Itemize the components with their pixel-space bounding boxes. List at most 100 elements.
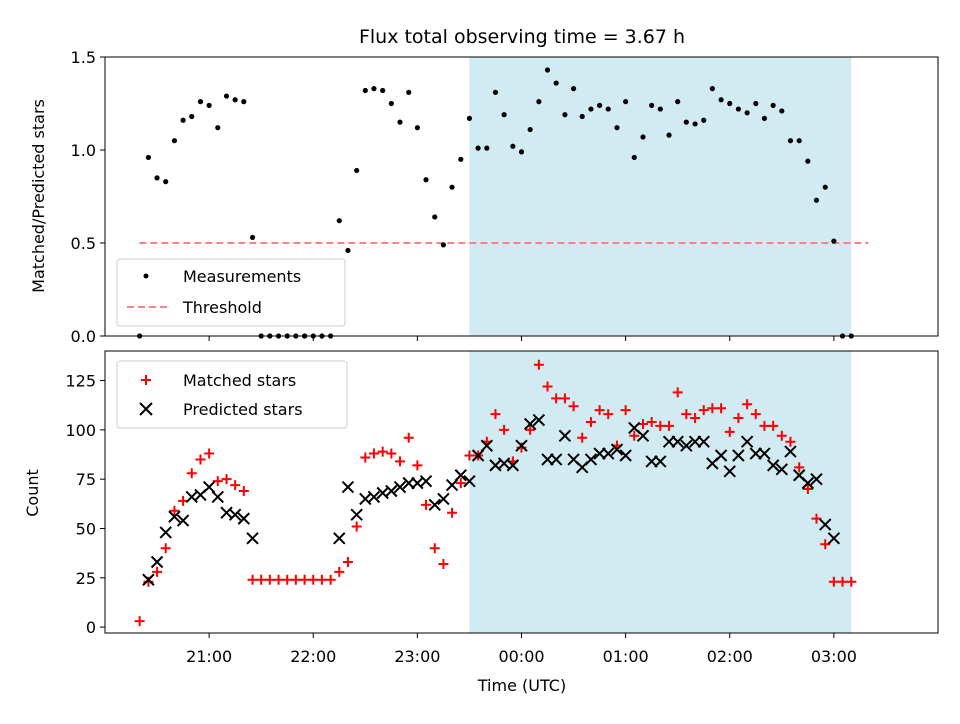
measurement-point: [475, 145, 481, 151]
top-y-tick-label: 1.5: [71, 48, 96, 67]
measurement-point: [588, 106, 594, 112]
predicted-star-point: [471, 449, 485, 462]
predicted-star-point: [168, 510, 181, 523]
measurement-point: [354, 167, 360, 174]
predicted-star-point: [801, 476, 815, 490]
measurement-point: [657, 106, 663, 112]
matched-star-point: [499, 424, 510, 435]
measurement-point: [649, 102, 655, 108]
predicted-star-point: [506, 459, 520, 472]
predicted-star-point: [480, 439, 494, 452]
measurement-point: [414, 125, 420, 131]
chart-title: Flux total observing time = 3.67 h: [359, 26, 685, 48]
predicted-star-point: [211, 490, 224, 504]
bottom-y-tick-label: 75: [76, 470, 96, 489]
observing-window-highlight-bottom: [469, 351, 852, 633]
matched-star-point: [186, 468, 197, 479]
measurement-point: [631, 154, 637, 161]
predicted-star-point: [176, 514, 190, 527]
x-tick-label: 22:00: [290, 647, 336, 666]
matched-star-point: [351, 521, 362, 532]
predicted-star-point: [723, 465, 736, 478]
measurement-point: [579, 113, 585, 120]
matched-star-point: [742, 399, 753, 410]
predicted-star-point: [810, 472, 823, 486]
matched-star-point: [152, 566, 163, 577]
measurement-point: [397, 119, 403, 125]
predicted-star-point: [228, 508, 242, 521]
legend-label-threshold: Threshold: [182, 298, 262, 317]
bottom-panel-counts: 0 25 50 75 100 125 21:00 22:00 23:00 00:00 01:00 0…: [23, 350, 939, 695]
matched-star-point: [342, 557, 353, 568]
predicted-star-point: [463, 474, 476, 488]
measurement-point: [735, 106, 741, 112]
measurement-point: [189, 113, 195, 120]
measurement-point: [215, 125, 221, 131]
measurement-point: [232, 97, 238, 103]
predicted-star-point: [237, 512, 251, 525]
measurement-point: [380, 87, 386, 94]
measurement-point: [432, 214, 438, 220]
measurement-point: [553, 80, 559, 86]
measurement-point: [501, 112, 507, 118]
measurement-point: [440, 242, 447, 248]
predicted-star-point: [341, 480, 355, 494]
top-legend-box: [116, 258, 346, 327]
x-tick-label: 03:00: [811, 647, 857, 666]
measurement-point: [423, 177, 429, 183]
matched-star-point: [603, 409, 614, 420]
measurement-point: [683, 119, 689, 125]
matched-star-point: [846, 576, 857, 587]
measurement-point: [163, 179, 169, 185]
predicted-star-point: [385, 484, 398, 498]
predicted-star-point: [515, 439, 528, 452]
matched-star-point: [533, 359, 544, 370]
predicted-star-point: [454, 469, 468, 482]
matched-star-point: [447, 507, 458, 518]
predicted-star-point: [680, 439, 693, 452]
measurement-point: [761, 115, 768, 121]
matched-star-point: [690, 413, 701, 424]
legend-label-measurements: Measurements: [183, 267, 301, 286]
matched-star-point: [403, 432, 414, 443]
bottom-y-tick-label: 50: [76, 519, 96, 538]
bottom-y-tick-label: 25: [76, 569, 96, 588]
measurement-point: [666, 132, 672, 138]
measurement-point: [249, 234, 256, 241]
measurement-point: [779, 108, 785, 114]
matched-star-point: [568, 401, 579, 412]
matched-star-point: [828, 576, 839, 587]
predicted-star-point: [549, 453, 563, 466]
matched-star-point: [811, 513, 822, 524]
observing-window-highlight-top: [469, 57, 852, 336]
matched-star-point: [802, 484, 813, 495]
bottom-x-axis-ticks: 21:00 22:00 23:00 00:00 01:00 02:00 03:00: [186, 633, 857, 666]
matched-star-point: [542, 381, 553, 392]
matched-star-point: [368, 448, 379, 459]
measurement-point: [813, 197, 820, 203]
predicted-star-point: [602, 447, 615, 460]
matched-star-point: [525, 424, 536, 435]
predicted-star-point: [610, 443, 624, 456]
predicted-star-point: [784, 445, 797, 458]
measurement-point: [787, 138, 794, 144]
matched-star-point: [664, 420, 675, 431]
matched-star-point: [247, 574, 258, 585]
matched-star-point: [212, 476, 223, 487]
measurement-point: [727, 100, 733, 107]
legend-marker-matched: [141, 375, 151, 385]
measurement-point: [241, 99, 247, 105]
predicted-star-point: [437, 492, 450, 506]
measurement-point: [675, 99, 681, 105]
matched-star-point: [169, 505, 180, 516]
predicted-star-point: [428, 498, 441, 512]
matched-star-point: [325, 574, 336, 585]
measurement-point: [623, 99, 629, 105]
legend-label-predicted: Predicted stars: [183, 400, 303, 419]
matched-star-point: [386, 448, 397, 459]
matched-star-point: [204, 448, 215, 459]
top-y-axis-ticks: 0.0 0.5 1.0 1.5: [71, 48, 105, 346]
x-tick-label: 21:00: [186, 647, 232, 666]
measurement-point: [449, 184, 455, 190]
